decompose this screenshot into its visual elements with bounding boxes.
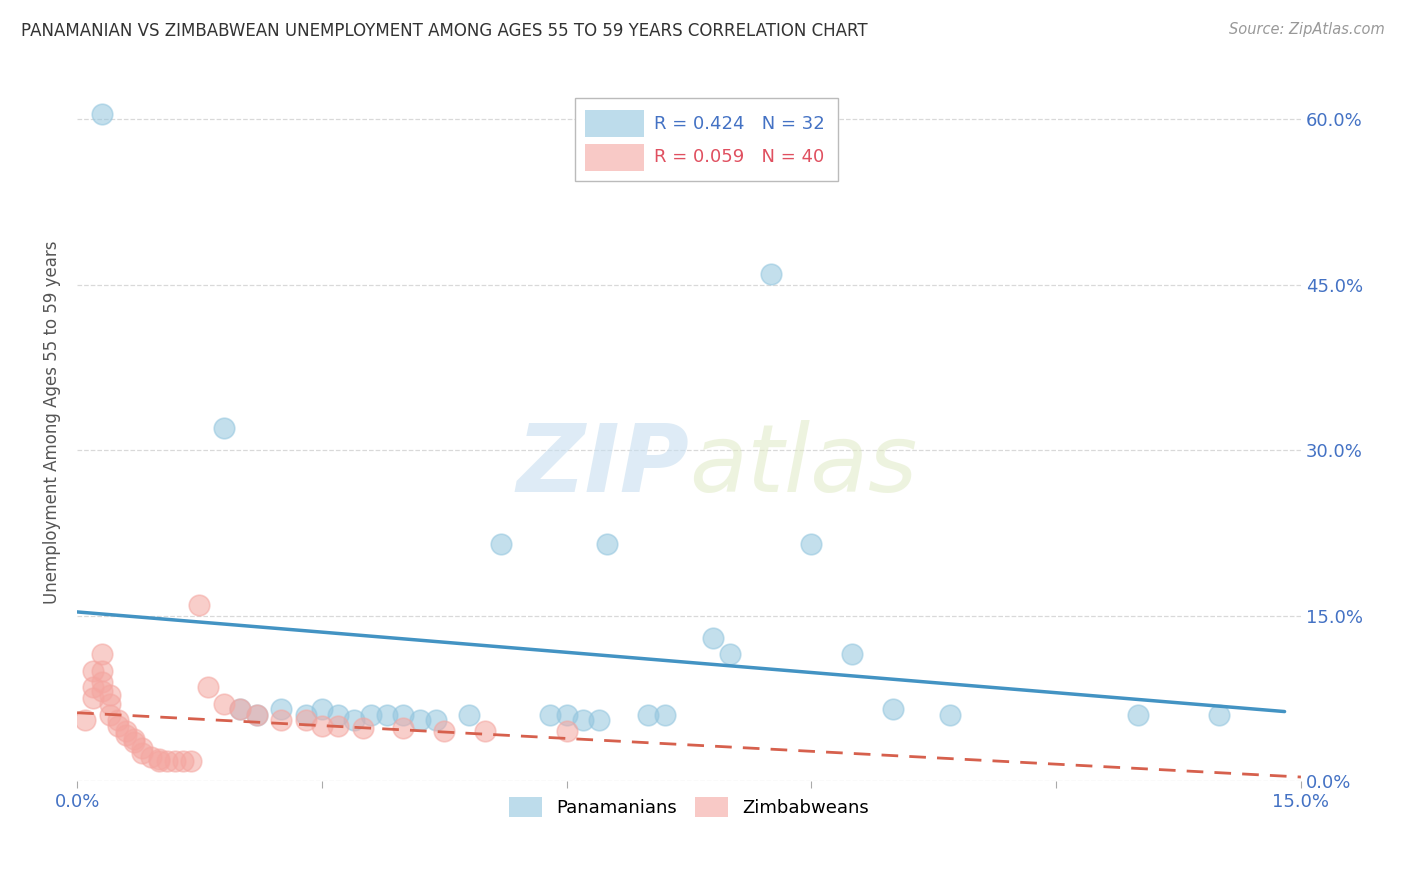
Text: PANAMANIAN VS ZIMBABWEAN UNEMPLOYMENT AMONG AGES 55 TO 59 YEARS CORRELATION CHAR: PANAMANIAN VS ZIMBABWEAN UNEMPLOYMENT AM… [21,22,868,40]
Point [212,697,235,711]
Point [425,714,447,728]
Point [270,714,292,728]
Point [409,714,432,728]
Point [718,647,741,661]
Point [172,754,194,768]
Point [572,714,595,728]
Legend: Panamanians, Zimbabweans: Panamanians, Zimbabweans [501,788,877,826]
Point [90,647,112,661]
Point [98,697,121,711]
Text: atlas: atlas [689,420,917,511]
Point [939,707,962,722]
Point [311,702,333,716]
Point [457,707,479,722]
Point [352,721,374,735]
Point [139,749,162,764]
Point [229,702,252,716]
Point [328,707,350,722]
Point [702,631,724,645]
Point [1126,707,1149,722]
Point [654,707,676,722]
Point [555,707,578,722]
Text: ZIP: ZIP [516,419,689,511]
Point [90,674,112,689]
Point [392,707,415,722]
Point [90,664,112,678]
Point [433,724,456,739]
Y-axis label: Unemployment Among Ages 55 to 59 years: Unemployment Among Ages 55 to 59 years [44,241,60,604]
Point [375,707,398,722]
Point [294,714,316,728]
Point [294,707,316,722]
Point [759,267,782,281]
Point [800,537,823,551]
Point [148,752,170,766]
Point [343,714,366,728]
Point [82,691,104,706]
Point [555,724,578,739]
Point [180,754,202,768]
Point [122,732,145,747]
Point [212,421,235,435]
Point [882,702,904,716]
Point [474,724,496,739]
Point [841,647,863,661]
Point [115,724,138,739]
Text: R = 0.424   N = 32: R = 0.424 N = 32 [654,114,824,133]
Point [107,719,129,733]
Point [1208,707,1230,722]
Point [392,721,415,735]
Point [115,728,138,742]
Point [98,688,121,702]
Point [311,719,333,733]
Point [156,754,179,768]
Point [131,740,153,755]
Point [491,537,513,551]
Point [163,754,186,768]
Point [131,747,153,761]
Point [270,702,292,716]
Text: Source: ZipAtlas.com: Source: ZipAtlas.com [1229,22,1385,37]
Point [229,702,252,716]
Point [197,680,219,694]
Point [538,707,561,722]
Point [245,707,267,722]
Point [596,537,619,551]
FancyBboxPatch shape [585,144,644,171]
FancyBboxPatch shape [575,98,838,181]
Point [107,714,129,728]
Point [637,707,659,722]
Text: R = 0.059   N = 40: R = 0.059 N = 40 [654,148,824,166]
Point [360,707,382,722]
Point [90,683,112,698]
Point [75,714,97,728]
Point [188,598,211,612]
Point [245,707,267,722]
Point [588,714,610,728]
Point [122,735,145,749]
Point [148,754,170,768]
Point [82,664,104,678]
Point [328,719,350,733]
FancyBboxPatch shape [585,110,644,137]
Point [98,707,121,722]
Point [82,680,104,694]
Point [90,106,112,120]
